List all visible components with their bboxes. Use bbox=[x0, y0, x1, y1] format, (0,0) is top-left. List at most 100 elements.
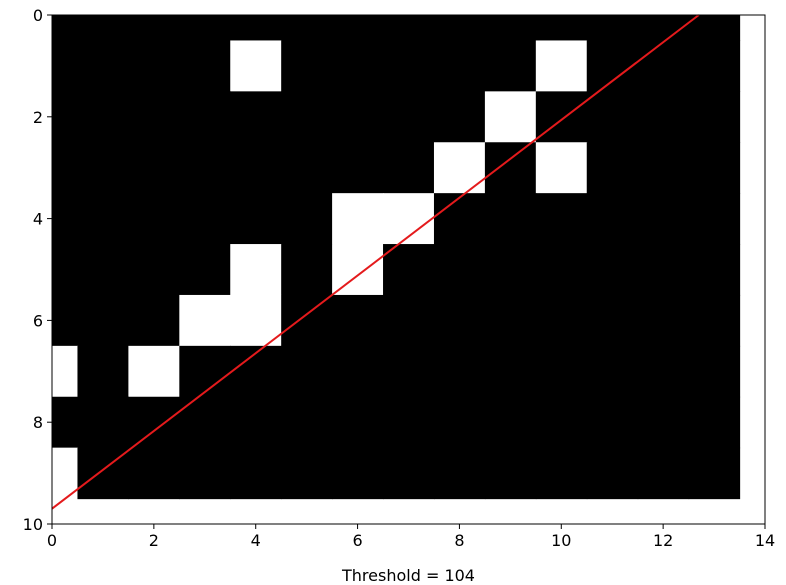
heatmap-cell bbox=[688, 345, 741, 398]
heatmap-cell bbox=[433, 91, 486, 143]
heatmap-cell bbox=[128, 447, 180, 500]
y-tick-label: 0 bbox=[33, 6, 43, 25]
x-tick-label: 12 bbox=[653, 531, 673, 550]
heatmap-cell bbox=[230, 294, 282, 347]
heatmap-cell bbox=[484, 15, 537, 42]
heatmap-cell bbox=[128, 396, 180, 449]
x-axis-label: Threshold = 104 bbox=[341, 566, 475, 585]
heatmap-cell bbox=[77, 40, 129, 92]
heatmap-cell bbox=[383, 396, 435, 449]
heatmap-cell bbox=[332, 193, 384, 245]
heatmap-cell bbox=[179, 142, 231, 194]
heatmap-cell bbox=[433, 15, 486, 42]
heatmap-cell bbox=[128, 15, 180, 42]
heatmap-cell bbox=[688, 40, 741, 92]
heatmap-cell bbox=[52, 447, 79, 500]
heatmap-cell bbox=[52, 40, 79, 92]
heatmap-cell bbox=[128, 40, 180, 92]
heatmap-cell bbox=[128, 91, 180, 143]
heatmap-cell bbox=[128, 193, 180, 245]
y-tick-label: 8 bbox=[33, 413, 43, 432]
heatmap-cell bbox=[179, 91, 231, 143]
heatmap-cell bbox=[433, 396, 486, 449]
heatmap-cell bbox=[637, 345, 690, 398]
heatmap-cell bbox=[637, 294, 690, 347]
fit-line-group bbox=[51, 14, 700, 510]
heatmap-cell bbox=[77, 345, 129, 398]
heatmap-cell bbox=[332, 15, 384, 42]
plot-frame bbox=[51, 14, 766, 525]
heatmap-cell bbox=[637, 91, 690, 143]
heatmap-cell bbox=[433, 244, 486, 296]
heatmap-cell bbox=[52, 15, 79, 42]
heatmap-cell bbox=[230, 396, 282, 449]
x-axis-ticks: 0 2 4 6 8 10 12 14 bbox=[47, 524, 775, 550]
heatmap-cell bbox=[230, 345, 282, 398]
heatmap-cell bbox=[688, 193, 741, 245]
y-tick-label: 2 bbox=[33, 108, 43, 127]
heatmap-cell bbox=[281, 345, 333, 398]
x-tick-label: 0 bbox=[47, 531, 57, 550]
heatmap-cell bbox=[535, 396, 588, 449]
heatmap-cell bbox=[230, 40, 282, 92]
heatmap-cell bbox=[586, 40, 639, 92]
heatmap-cell bbox=[433, 447, 486, 500]
heatmap-cell bbox=[535, 294, 588, 347]
heatmap-cell bbox=[586, 244, 639, 296]
heatmap-cells bbox=[52, 15, 741, 500]
heatmap-cell bbox=[332, 91, 384, 143]
heatmap-cell bbox=[179, 15, 231, 42]
heatmap-cell bbox=[586, 193, 639, 245]
heatmap-cell bbox=[179, 193, 231, 245]
heatmap-cell bbox=[230, 244, 282, 296]
heatmap-cell bbox=[637, 142, 690, 194]
heatmap-cell bbox=[484, 294, 537, 347]
heatmap-cell bbox=[383, 15, 435, 42]
heatmap-cell bbox=[586, 294, 639, 347]
y-tick-label: 4 bbox=[33, 210, 43, 229]
heatmap-cell bbox=[383, 142, 435, 194]
heatmap-cell bbox=[77, 294, 129, 347]
heatmap-cell bbox=[433, 345, 486, 398]
heatmap-cell bbox=[52, 345, 79, 398]
y-tick-label: 6 bbox=[33, 311, 43, 330]
heatmap-cell bbox=[52, 396, 79, 449]
heatmap-cell bbox=[535, 91, 588, 143]
heatmap-cell bbox=[179, 447, 231, 500]
heatmap-cell bbox=[77, 193, 129, 245]
heatmap-cell bbox=[383, 345, 435, 398]
heatmap-cell bbox=[332, 447, 384, 500]
heatmap-cell bbox=[637, 447, 690, 500]
heatmap-cell bbox=[484, 396, 537, 449]
heatmap-cell bbox=[688, 294, 741, 347]
heatmap-cell bbox=[688, 447, 741, 500]
heatmap-cell bbox=[52, 294, 79, 347]
heatmap-cell bbox=[281, 15, 333, 42]
heatmap-cell bbox=[688, 244, 741, 296]
heatmap-cell bbox=[230, 193, 282, 245]
heatmap-cell bbox=[179, 40, 231, 92]
heatmap-cell bbox=[332, 396, 384, 449]
y-tick-label: 10 bbox=[23, 515, 43, 534]
heatmap-cell bbox=[281, 142, 333, 194]
heatmap-cell bbox=[383, 244, 435, 296]
heatmap-cell bbox=[179, 345, 231, 398]
heatmap-cell bbox=[586, 396, 639, 449]
heatmap-cell bbox=[281, 91, 333, 143]
heatmap-cell bbox=[77, 142, 129, 194]
heatmap-cell bbox=[128, 294, 180, 347]
heatmap-cell bbox=[535, 15, 588, 42]
heatmap-cell bbox=[332, 142, 384, 194]
heatmap-cell bbox=[128, 244, 180, 296]
heatmap-cell bbox=[332, 244, 384, 296]
heatmap-cell bbox=[128, 142, 180, 194]
heatmap-cell bbox=[383, 40, 435, 92]
heatmap-cell bbox=[332, 40, 384, 92]
heatmap-cell bbox=[230, 142, 282, 194]
heatmap-cell bbox=[586, 142, 639, 194]
heatmap-cell bbox=[484, 345, 537, 398]
heatmap-cell bbox=[535, 193, 588, 245]
heatmap-cell bbox=[77, 396, 129, 449]
x-tick-label: 14 bbox=[755, 531, 775, 550]
